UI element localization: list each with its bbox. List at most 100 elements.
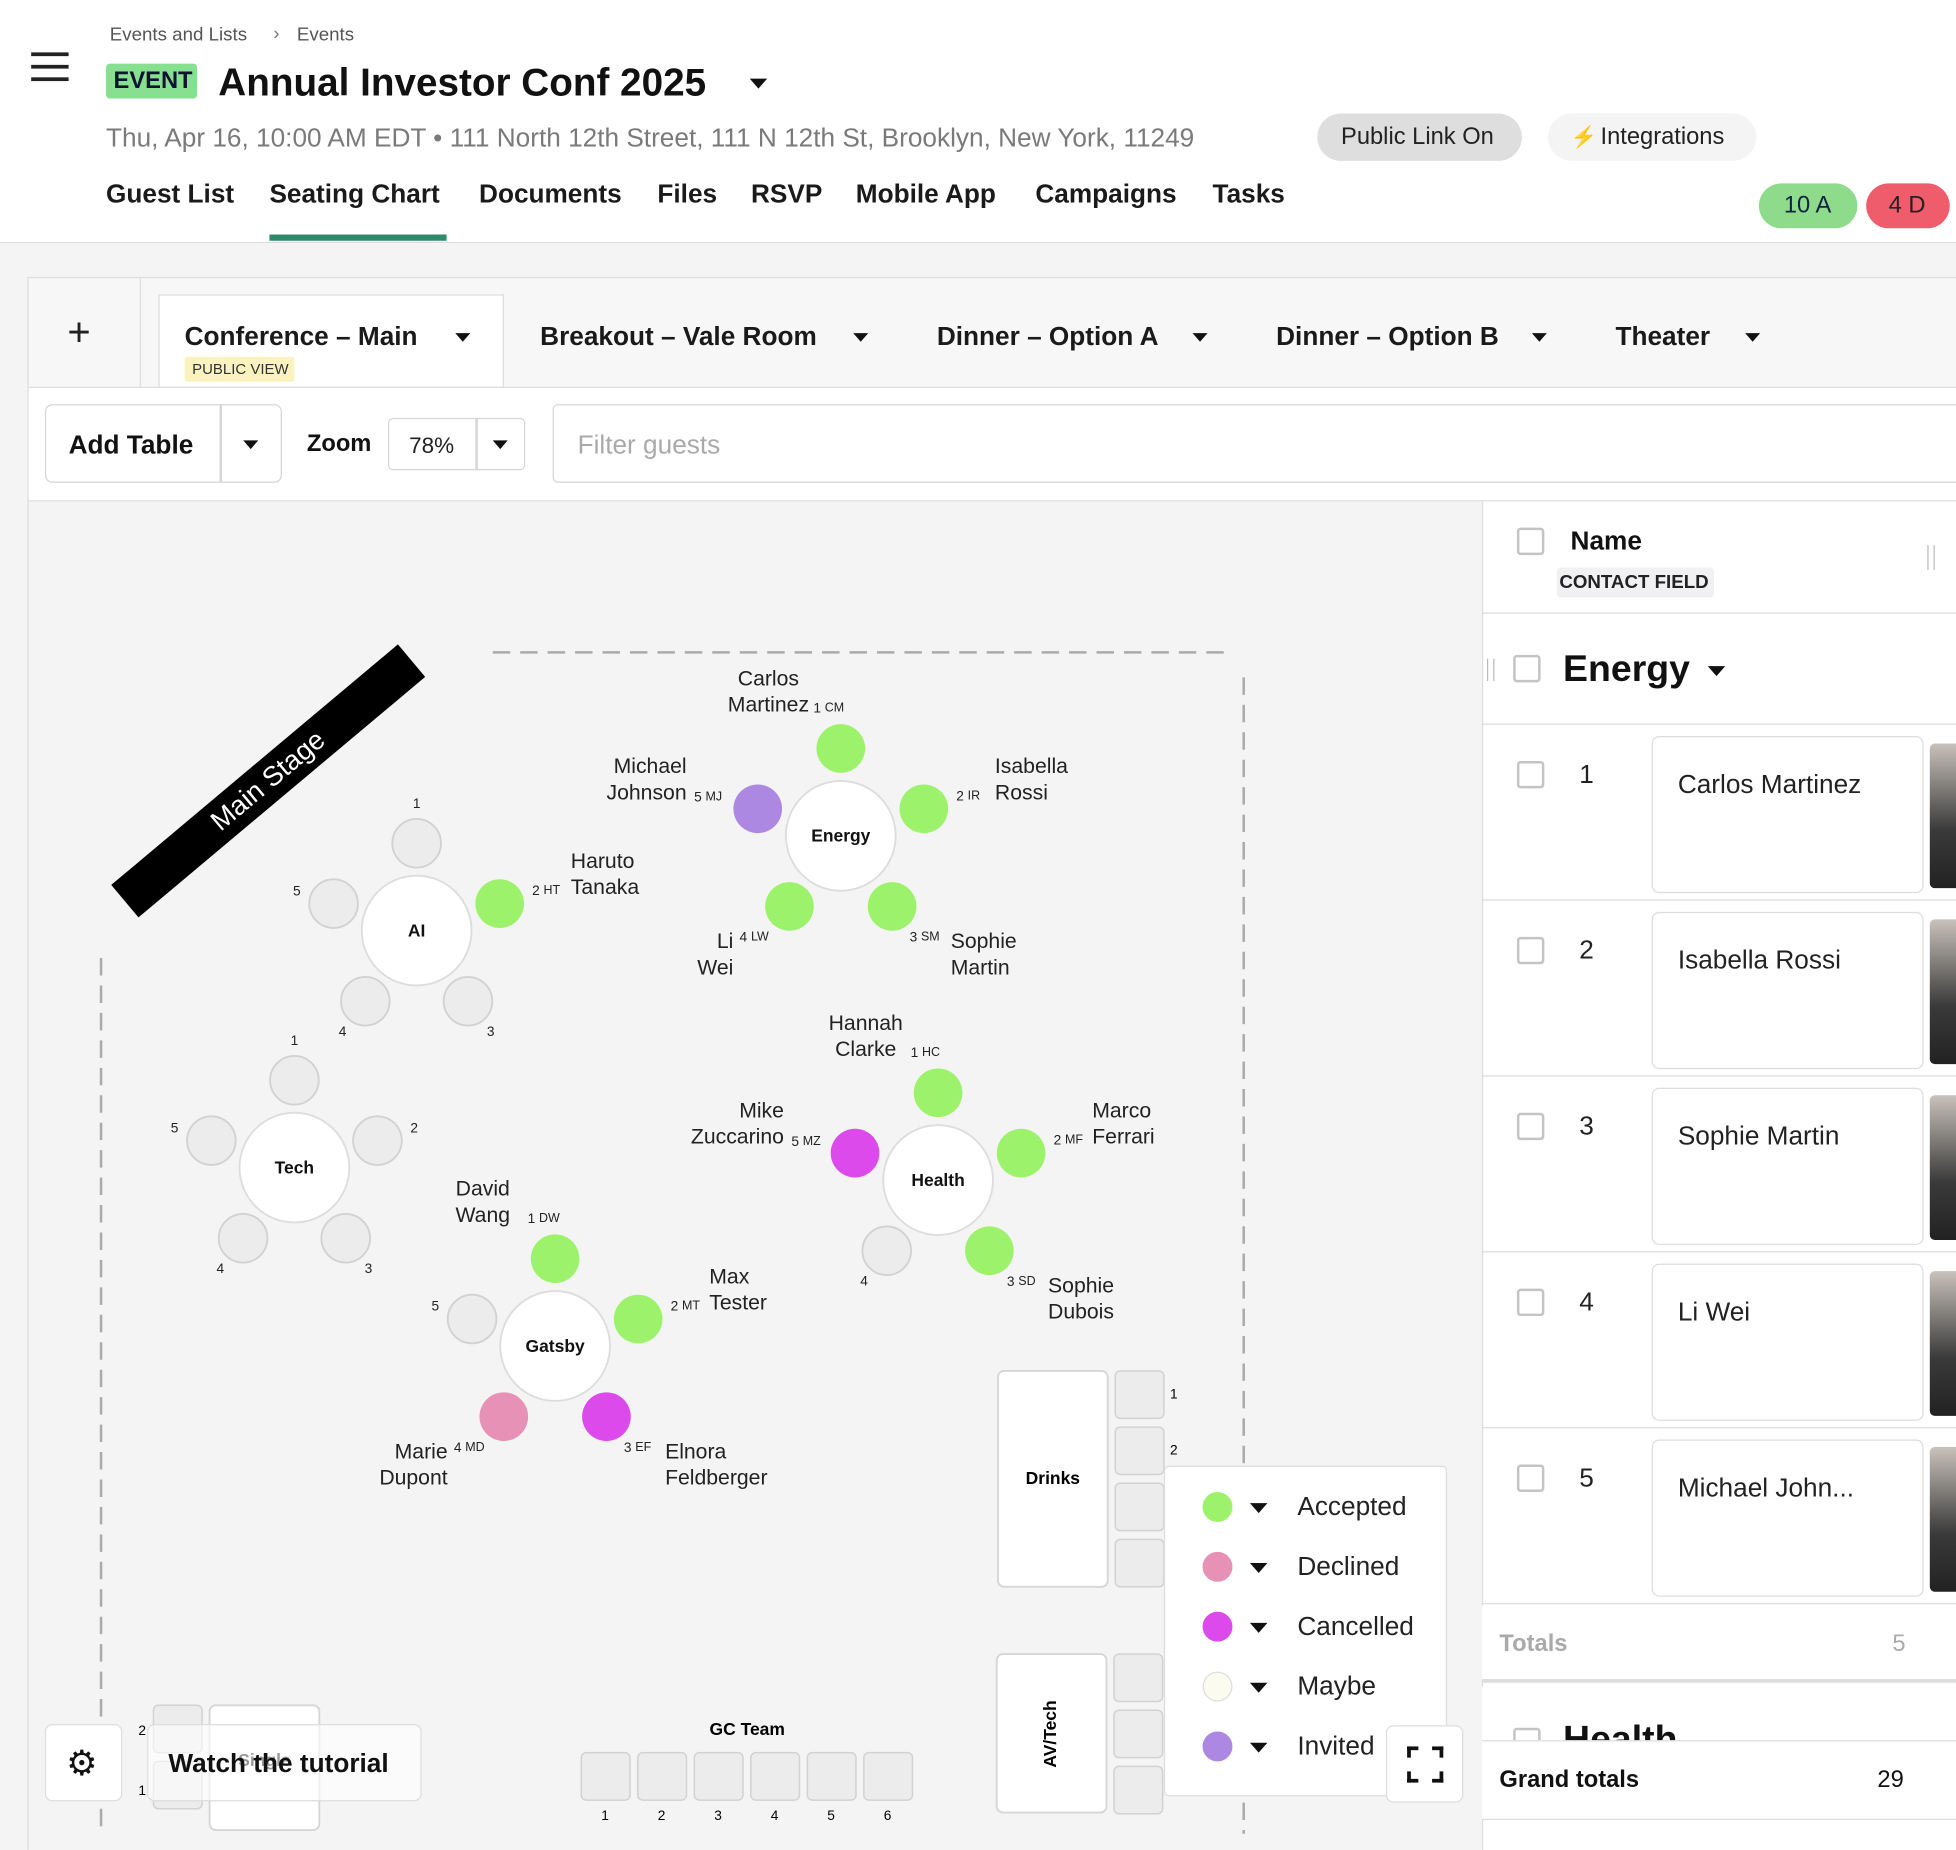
seat-tag: 4 MD [454, 1439, 485, 1454]
seat-number: 4 [771, 1808, 779, 1823]
seat[interactable] [867, 882, 917, 931]
seat-number: 5 [171, 1120, 179, 1135]
seat[interactable] [530, 1234, 580, 1284]
seat[interactable] [442, 975, 494, 1027]
table[interactable]: 1 DW David Wang 2 MT Max Tester 3 EF Elnora Feldber… [379, 1178, 767, 1490]
fullscreen-button[interactable] [1385, 1725, 1464, 1803]
checkbox[interactable] [1513, 654, 1541, 683]
seat[interactable] [830, 1128, 880, 1178]
seat[interactable] [352, 1115, 403, 1166]
group-name[interactable]: Energy [1563, 648, 1690, 690]
seat[interactable] [582, 1392, 631, 1441]
table[interactable]: 1 2 HT Haruto Tanaka 3 4 5 AI [293, 796, 639, 1039]
seat-number: 2 [658, 1808, 666, 1823]
nav-tab[interactable]: Tasks [1212, 180, 1285, 209]
tutorial-button[interactable]: Watch the tutorial [147, 1723, 422, 1802]
legend-swatch[interactable] [1202, 1611, 1233, 1642]
table-name: Health [911, 1170, 964, 1190]
room-tab-label[interactable]: Dinner – Option A [936, 322, 1159, 352]
nav-tab[interactable]: Files [657, 180, 718, 209]
seat[interactable] [320, 1212, 371, 1264]
checkbox[interactable] [1516, 1464, 1545, 1492]
name-card[interactable]: Michael John... [1651, 1439, 1924, 1597]
room-tab-label[interactable]: Dinner – Option B [1276, 322, 1499, 352]
table[interactable]: 1 2 3 4 5 Tech [171, 1033, 418, 1276]
seat-number: 2 [532, 883, 540, 898]
nav-tab[interactable]: RSVP [750, 180, 823, 209]
seat[interactable] [765, 882, 814, 931]
caret-icon [1192, 333, 1208, 342]
accepted-count-pill[interactable]: 10 A [1758, 183, 1858, 229]
seat[interactable] [186, 1115, 237, 1166]
guest-row [1481, 1077, 1956, 1253]
breadcrumb-item[interactable]: Events and Lists [109, 24, 248, 46]
checkbox[interactable] [1516, 527, 1545, 556]
legend-swatch[interactable] [1202, 1551, 1233, 1582]
caret-icon [455, 333, 471, 342]
seat[interactable] [391, 818, 442, 869]
nav-tab[interactable]: Documents [479, 180, 622, 209]
seat[interactable] [996, 1128, 1046, 1178]
add-table-text: Add Table [68, 430, 194, 460]
room-tab-label[interactable]: Breakout – Vale Room [540, 322, 817, 352]
seat[interactable] [308, 878, 359, 929]
name-card[interactable]: Carlos Martinez [1651, 735, 1924, 894]
nav-tab[interactable]: Campaigns [1035, 180, 1177, 209]
seat[interactable] [861, 1225, 913, 1276]
checkbox[interactable] [1516, 1112, 1545, 1141]
name-card[interactable]: Isabella Rossi [1651, 911, 1924, 1070]
table[interactable]: 1 CM Carlos Martinez 2 IR Isabella Rossi 3 SM Soph… [607, 667, 1069, 979]
seat[interactable] [816, 724, 866, 773]
checkbox[interactable] [1516, 760, 1545, 789]
seat[interactable] [217, 1212, 269, 1264]
settings-button[interactable]: ⚙ [44, 1723, 123, 1802]
row-number: 5 [1579, 1463, 1594, 1493]
integrations-pill[interactable]: ⚡ Integrations [1548, 113, 1757, 161]
nav-tab[interactable]: Seating Chart [269, 180, 440, 209]
legend-swatch[interactable] [1202, 1671, 1233, 1702]
main-stage[interactable]: Main Stage [111, 644, 426, 918]
seat[interactable] [479, 1392, 529, 1441]
table[interactable]: 1 HC Hannah Clarke 2 MF Marco Ferrari 3 SD Sophie D… [691, 1012, 1155, 1324]
caret-icon [1531, 333, 1547, 342]
table-name: AI [408, 920, 425, 940]
seat-number: 1 [138, 1783, 146, 1798]
breadcrumb-item[interactable]: Events [296, 24, 355, 46]
seat[interactable] [613, 1294, 663, 1344]
guest-name: Elnora [665, 1440, 726, 1463]
seat-number: 6 [884, 1808, 892, 1823]
checkbox[interactable] [1516, 936, 1545, 965]
guest-name: Hannah [829, 1012, 903, 1035]
seat[interactable] [340, 975, 391, 1027]
room-tab-label[interactable]: Theater [1615, 322, 1711, 352]
seat[interactable] [913, 1068, 963, 1118]
seat[interactable] [446, 1293, 498, 1345]
caret-icon [243, 440, 259, 450]
seat[interactable] [269, 1055, 320, 1106]
seat[interactable] [475, 879, 525, 928]
seat-number: 1 [291, 1033, 299, 1048]
seat-initials: CM [825, 701, 844, 715]
guest-name: Johnson [607, 781, 687, 804]
add-table-button[interactable]: Add Table [44, 404, 282, 483]
add-room-button[interactable] [27, 276, 141, 387]
guest-name: Feldberger [665, 1467, 767, 1490]
checkbox[interactable] [1516, 1288, 1545, 1317]
legend-swatch[interactable] [1202, 1731, 1233, 1762]
seat[interactable] [733, 784, 783, 834]
seat-tag: 3 SD [1007, 1274, 1036, 1289]
name-card[interactable]: Li Wei [1651, 1263, 1924, 1421]
public-link-pill[interactable]: Public Link On [1317, 113, 1522, 161]
seat[interactable] [965, 1226, 1014, 1276]
seat-number: 4 [217, 1261, 225, 1276]
filter-input[interactable]: Filter guests [552, 404, 1956, 483]
name-card[interactable]: Sophie Martin [1651, 1087, 1924, 1245]
nav-tab[interactable]: Guest List [106, 180, 235, 209]
drag-handle [1486, 658, 1495, 682]
legend-swatch[interactable] [1202, 1491, 1233, 1522]
nav-tab[interactable]: Mobile App [855, 180, 996, 209]
room-tab-label[interactable]: Conference – Main [184, 322, 418, 352]
seat[interactable] [899, 784, 949, 834]
guest-name: Martin [951, 956, 1010, 979]
declined-count-pill[interactable]: 4 D [1866, 183, 1950, 229]
